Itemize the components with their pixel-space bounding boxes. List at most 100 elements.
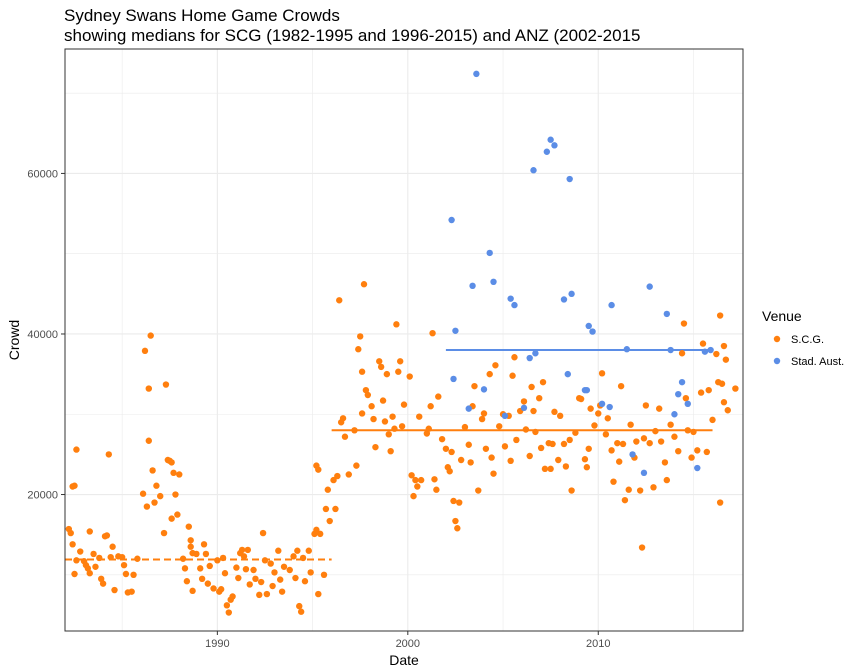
point-stad-aust (646, 283, 653, 290)
x-axis-title: Date (389, 652, 419, 668)
point-s-c-g (170, 469, 177, 477)
point-s-c-g (690, 428, 697, 436)
point-s-c-g (250, 566, 257, 574)
point-s-c-g (536, 395, 543, 402)
point-s-c-g (694, 447, 701, 454)
point-s-c-g (532, 428, 539, 436)
point-s-c-g (139, 490, 147, 497)
point-s-c-g (642, 402, 650, 409)
point-stad-aust (551, 142, 558, 149)
point-stad-aust (629, 451, 636, 458)
point-s-c-g (501, 443, 509, 450)
y-tick-label: 20000 (27, 490, 58, 502)
point-s-c-g (364, 391, 372, 399)
point-s-c-g (221, 570, 229, 577)
point-s-c-g (457, 456, 465, 464)
point-s-c-g (393, 321, 400, 328)
point-stad-aust (585, 322, 592, 330)
point-s-c-g (482, 445, 490, 452)
point-s-c-g (134, 555, 141, 562)
point-s-c-g (147, 332, 154, 339)
point-s-c-g (67, 529, 74, 537)
point-s-c-g (732, 385, 739, 392)
point-s-c-g (277, 576, 284, 583)
point-s-c-g (271, 569, 278, 576)
point-s-c-g (332, 505, 339, 513)
point-s-c-g (414, 483, 421, 490)
point-s-c-g (278, 588, 286, 595)
plot-panel (65, 49, 743, 631)
point-s-c-g (96, 554, 103, 562)
legend-title: Venue (762, 308, 802, 324)
point-s-c-g (256, 591, 263, 599)
point-s-c-g (377, 363, 385, 371)
x-axis-ticks: 1990 2000 2010 (205, 631, 611, 650)
legend-label: Stad. Aust. (791, 356, 844, 368)
point-s-c-g (431, 476, 438, 483)
point-s-c-g (372, 443, 379, 451)
point-stad-aust (678, 378, 686, 386)
point-stad-aust (473, 70, 480, 78)
point-s-c-g (547, 465, 554, 473)
point-s-c-g (539, 378, 547, 386)
point-s-c-g (614, 439, 621, 447)
point-s-c-g (585, 445, 592, 452)
point-s-c-g (149, 467, 156, 474)
point-stad-aust (564, 370, 571, 378)
point-s-c-g (202, 550, 210, 558)
point-stad-aust (663, 310, 671, 318)
point-s-c-g (151, 499, 158, 506)
point-s-c-g (330, 476, 337, 484)
point-s-c-g (511, 354, 518, 361)
point-stad-aust (701, 348, 709, 355)
point-s-c-g (198, 575, 206, 583)
point-s-c-g (425, 425, 432, 432)
point-s-c-g (210, 585, 217, 592)
point-s-c-g (562, 463, 570, 470)
point-s-c-g (217, 586, 225, 593)
chart-title: Sydney Swans Home Game Crowds (64, 6, 340, 25)
point-s-c-g (185, 523, 192, 530)
point-s-c-g (238, 546, 246, 554)
point-s-c-g (324, 486, 332, 493)
point-s-c-g (107, 553, 114, 561)
point-s-c-g (406, 373, 413, 380)
point-s-c-g (572, 429, 579, 436)
x-tick-label: 2000 (396, 638, 420, 650)
point-s-c-g (435, 393, 442, 400)
point-s-c-g (246, 581, 253, 588)
point-s-c-g (86, 570, 93, 577)
point-s-c-g (475, 487, 482, 494)
point-s-c-g (204, 580, 212, 587)
point-s-c-g (633, 438, 640, 445)
point-s-c-g (193, 550, 200, 558)
point-s-c-g (122, 570, 130, 578)
point-s-c-g (587, 405, 594, 412)
point-s-c-g (583, 464, 591, 471)
point-s-c-g (395, 368, 402, 375)
point-s-c-g (97, 575, 105, 583)
point-s-c-g (627, 421, 634, 428)
point-s-c-g (181, 565, 189, 572)
point-s-c-g (162, 381, 170, 388)
point-s-c-g (263, 590, 271, 598)
point-s-c-g (257, 578, 265, 586)
point-s-c-g (103, 532, 111, 539)
point-stad-aust (566, 175, 573, 183)
point-stad-aust (675, 390, 682, 398)
point-s-c-g (705, 386, 712, 394)
point-s-c-g (351, 427, 358, 434)
point-s-c-g (610, 478, 617, 485)
point-s-c-g (387, 447, 394, 455)
point-s-c-g (187, 537, 194, 544)
point-s-c-g (174, 511, 181, 518)
point-s-c-g (235, 574, 242, 582)
point-s-c-g (591, 422, 598, 429)
point-stad-aust (507, 295, 514, 302)
point-s-c-g (355, 346, 362, 353)
point-s-c-g (722, 356, 730, 363)
point-s-c-g (604, 415, 611, 422)
point-s-c-g (339, 415, 347, 422)
point-s-c-g (389, 413, 396, 420)
point-s-c-g (716, 499, 724, 506)
